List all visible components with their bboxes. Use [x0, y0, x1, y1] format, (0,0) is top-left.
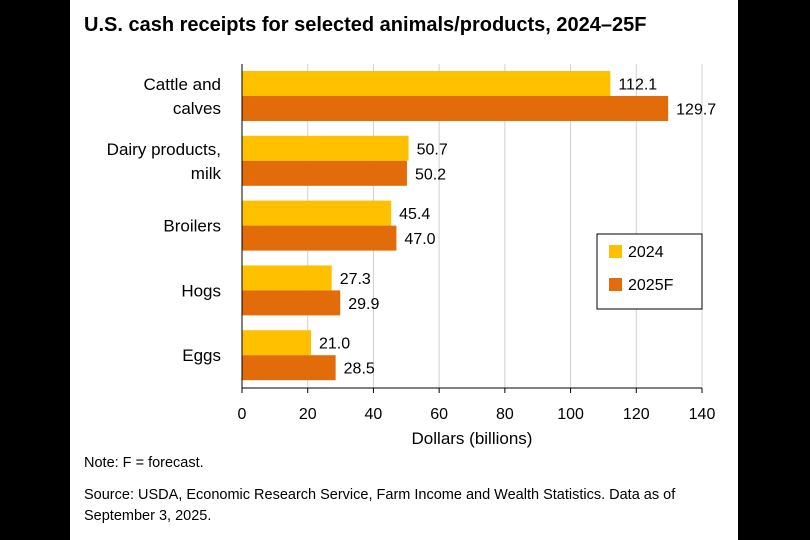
bar-2025f	[242, 225, 397, 251]
bar-2025f	[242, 96, 669, 121]
data-label: 21.0	[319, 336, 350, 353]
bar-2024	[242, 200, 392, 226]
chart-note: Note: F = forecast.	[84, 455, 204, 471]
x-tick-label: 0	[238, 406, 247, 423]
data-label: 29.9	[348, 296, 379, 313]
bar-2024	[242, 330, 311, 356]
bar-2025f	[242, 290, 341, 316]
x-tick-label: 80	[496, 406, 514, 423]
bar-chart: 112.1 129.7 Cattle and calves 50.7 50.2 Dairy …	[107, 64, 716, 448]
legend-swatch	[609, 278, 622, 291]
x-tick-label: 140	[689, 406, 716, 423]
legend-label: 2024	[628, 244, 664, 261]
chart-panel: U.S. cash receipts for selected animals/…	[70, 0, 738, 540]
x-tick-label: 40	[365, 406, 383, 423]
data-label: 28.5	[344, 361, 375, 378]
x-tick-label: 20	[299, 406, 317, 423]
data-label: 47.0	[404, 231, 435, 248]
bar-2025f	[242, 355, 336, 381]
category-label: milk	[191, 164, 222, 183]
category-label: Broilers	[163, 217, 221, 236]
bar-2024	[242, 71, 611, 96]
data-label: 112.1	[618, 77, 657, 94]
legend-swatch	[609, 245, 622, 258]
data-label: 129.7	[676, 102, 716, 119]
data-label: 50.7	[417, 141, 448, 158]
category-label: Eggs	[182, 346, 221, 365]
data-label: 45.4	[399, 206, 430, 223]
category-label: Cattle and	[144, 75, 222, 94]
legend-label: 2025F	[628, 277, 674, 294]
data-label: 27.3	[340, 271, 371, 288]
bar-2024	[242, 135, 409, 161]
x-tick-label: 100	[557, 406, 584, 423]
chart-source: Source: USDA, Economic Research Service,…	[84, 487, 676, 524]
x-axis-title: Dollars (billions)	[412, 429, 533, 448]
category-label: Dairy products,	[107, 140, 221, 159]
data-label: 50.2	[415, 166, 446, 183]
x-tick-label: 120	[623, 406, 650, 423]
category-label: Hogs	[181, 281, 221, 300]
category-label: calves	[173, 99, 221, 118]
bar-2024	[242, 265, 332, 291]
bar-2025f	[242, 160, 407, 186]
chart-title: U.S. cash receipts for selected animals/…	[84, 14, 647, 36]
x-tick-label: 60	[430, 406, 448, 423]
